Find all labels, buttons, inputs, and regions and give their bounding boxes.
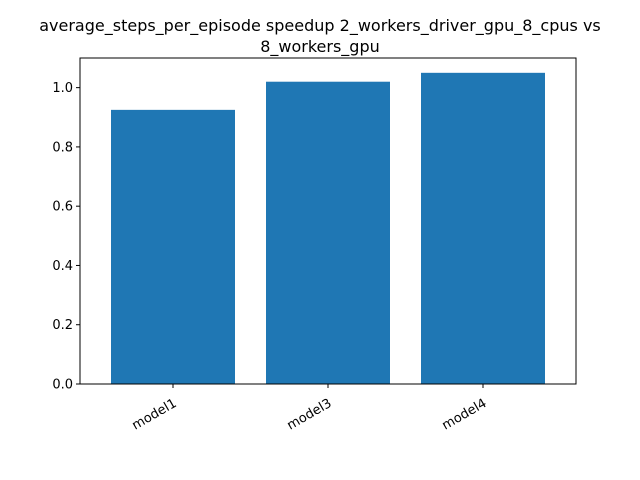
- x-tick-label-model1: model1: [130, 396, 180, 433]
- y-tick-label: 0.2: [52, 318, 73, 333]
- bars-group: [111, 72, 545, 385]
- y-tick-label: 0.0: [52, 378, 73, 393]
- chart-title-line-2: 8_workers_gpu: [260, 37, 380, 56]
- y-tick-label: 0.8: [52, 140, 73, 155]
- y-tick-label: 0.6: [52, 200, 73, 215]
- x-tick-label-model4: model4: [440, 396, 490, 433]
- bar-model4: [421, 72, 545, 385]
- x-axis: model1 model3 model4: [130, 384, 490, 433]
- x-tick-label-model3: model3: [285, 396, 335, 433]
- axes-frame: [79, 57, 577, 385]
- bar-model1: [111, 109, 235, 384]
- chart-title-line-1: average_steps_per_episode speedup 2_work…: [39, 16, 601, 35]
- bar-model3: [266, 81, 390, 384]
- y-axis: 0.0 0.2 0.4 0.6 0.8 1.0: [52, 81, 80, 393]
- y-tick-label: 1.0: [52, 81, 73, 96]
- y-tick-label: 0.4: [52, 259, 73, 274]
